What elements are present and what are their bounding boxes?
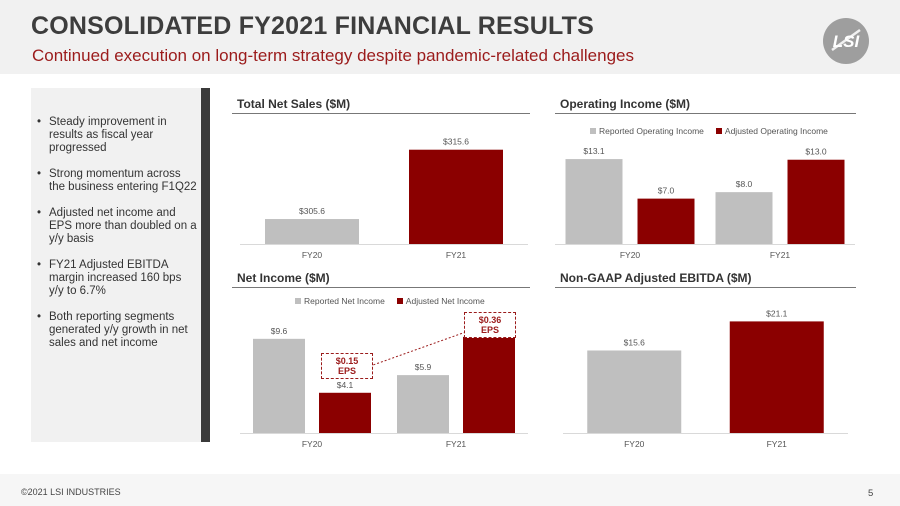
- net-income-title: Net Income ($M): [237, 271, 330, 285]
- copyright-text: ©2021 LSI INDUSTRIES: [21, 487, 121, 497]
- legend-label: Adjusted Net Income: [405, 296, 485, 306]
- highlight-item: Adjusted net income and EPS more than do…: [37, 207, 197, 246]
- net-sales-bar: [409, 149, 503, 244]
- operating-income-data-label: $7.0: [658, 186, 675, 196]
- eps-value: $0.36: [478, 315, 502, 325]
- net-income-data-label: $4.1: [337, 380, 354, 390]
- net-income-data-label: $9.6: [271, 326, 288, 336]
- operating-income-tick-label: FY21: [770, 250, 791, 260]
- operating-income-title: Operating Income ($M): [560, 97, 691, 111]
- net-sales-data-label: $315.6: [443, 137, 469, 147]
- adjusted-ebitda-bar: [587, 350, 682, 433]
- net-sales-rule: [232, 113, 530, 114]
- operating-income-data-label: $13.0: [805, 147, 827, 157]
- eps-value: $0.15: [335, 356, 359, 366]
- legend-label: Adjusted Operating Income: [724, 126, 828, 136]
- eps-annotation-fy21: $0.36 EPS: [464, 312, 516, 338]
- adjusted-ebitda-tick-label: FY21: [767, 439, 788, 449]
- net-income-bar: [463, 336, 515, 433]
- net-income-bar: [253, 338, 305, 433]
- net-income-legend: Reported Net Income Adjusted Net Income: [295, 296, 497, 306]
- slide-subtitle: Continued execution on long-term strateg…: [32, 46, 634, 65]
- page-number: 5: [868, 488, 874, 499]
- eps-label: EPS: [337, 366, 356, 376]
- eps-label: EPS: [480, 325, 499, 335]
- operating-income-rule: [555, 113, 856, 114]
- highlight-item: Steady improvement in results as fiscal …: [37, 116, 197, 155]
- net-income-bar: [319, 392, 371, 433]
- adjusted-ebitda-title: Non-GAAP Adjusted EBITDA ($M): [560, 271, 752, 285]
- net-sales-title: Total Net Sales ($M): [237, 97, 351, 111]
- net-sales-data-label: $305.6: [299, 206, 325, 216]
- operating-income-bar: [637, 198, 695, 244]
- adjusted-ebitda-data-label: $15.6: [624, 337, 646, 347]
- lsi-logo: LSI: [823, 18, 869, 64]
- logo-text: LSI: [833, 32, 861, 51]
- adjusted-ebitda-tick-label: FY20: [624, 439, 645, 449]
- net-sales-tick-label: FY20: [302, 250, 323, 260]
- eps-connector-line: [372, 327, 478, 366]
- operating-income-bar: [787, 159, 845, 244]
- highlights-list: Steady improvement in results as fiscal …: [37, 116, 197, 363]
- highlight-item: FY21 Adjusted EBITDA margin increased 16…: [37, 259, 197, 298]
- operating-income-tick-label: FY20: [620, 250, 641, 260]
- highlight-item: Both reporting segments generated y/y gr…: [37, 311, 197, 350]
- net-sales-tick-label: FY21: [446, 250, 467, 260]
- operating-income-bar: [715, 192, 773, 244]
- net-sales-bar: [265, 219, 359, 244]
- sidebar-accent-bar: [201, 88, 210, 442]
- operating-income-data-label: $8.0: [736, 179, 753, 189]
- net-income-rule: [232, 287, 530, 288]
- adjusted-ebitda-rule: [555, 287, 856, 288]
- net-income-bar: [397, 375, 449, 433]
- adjusted-ebitda-data-label: $21.1: [766, 308, 788, 318]
- slide-title: CONSOLIDATED FY2021 FINANCIAL RESULTS: [31, 12, 595, 40]
- legend-label: Reported Operating Income: [599, 126, 704, 136]
- slide-header: [0, 0, 900, 74]
- adjusted-ebitda-bar: [729, 321, 824, 433]
- eps-annotation-fy20: $0.15 EPS: [321, 353, 373, 379]
- net-income-tick-label: FY21: [446, 439, 467, 449]
- legend-label: Reported Net Income: [304, 296, 385, 306]
- net-income-data-label: $5.9: [415, 362, 432, 372]
- operating-income-legend: Reported Operating Income Adjusted Opera…: [590, 126, 840, 136]
- highlight-item: Strong momentum across the business ente…: [37, 168, 197, 194]
- operating-income-bar: [565, 159, 623, 244]
- net-income-tick-label: FY20: [302, 439, 323, 449]
- slide-footer: [0, 474, 900, 506]
- operating-income-data-label: $13.1: [583, 146, 605, 156]
